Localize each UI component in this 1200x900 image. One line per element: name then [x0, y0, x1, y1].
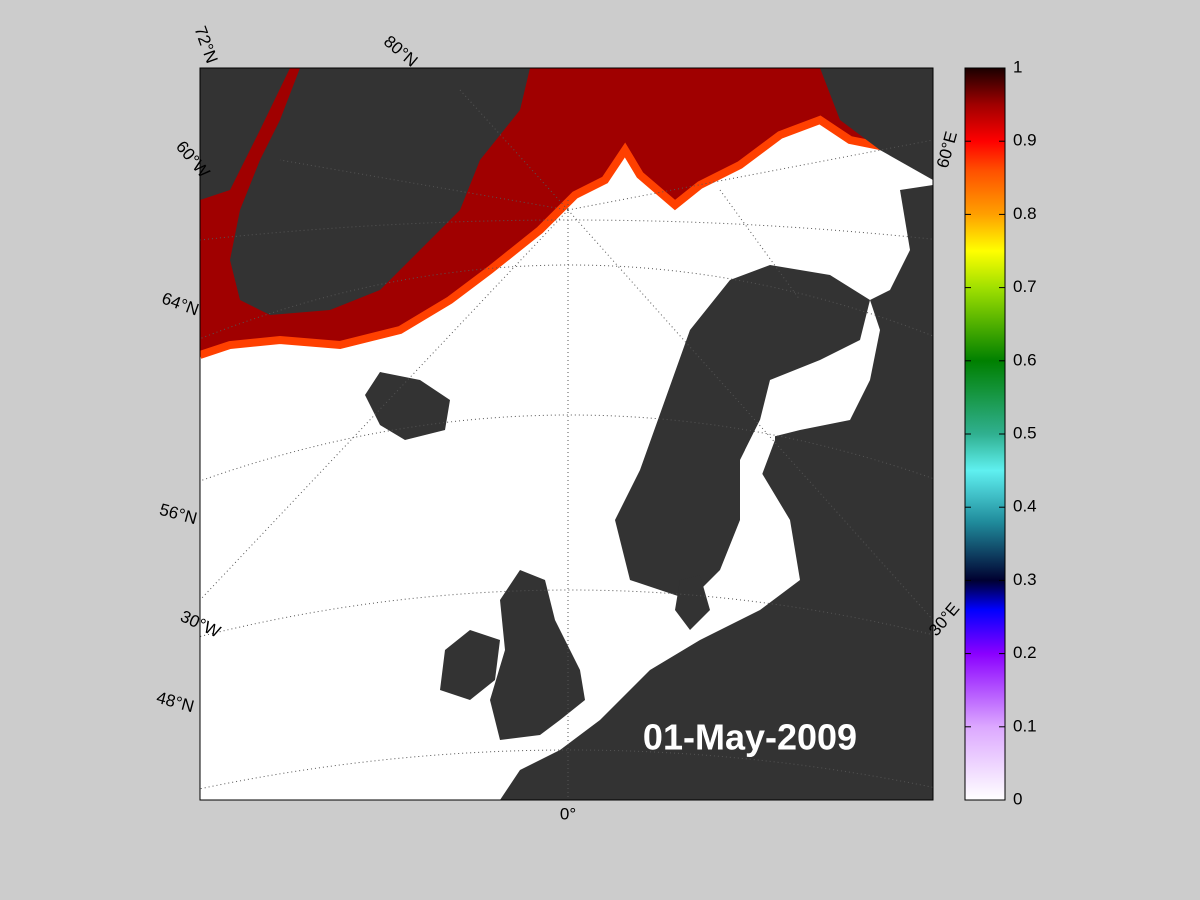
graticule-label: 72°N — [191, 24, 222, 66]
denmark — [675, 575, 710, 630]
graticule — [200, 589, 933, 638]
colorbar-tick-label: 0.1 — [1013, 716, 1037, 735]
colorbar-tick-label: 0.5 — [1013, 423, 1037, 442]
colorbar-tick-label: 0.4 — [1013, 497, 1037, 516]
graticule-label: 80°N — [380, 32, 421, 71]
gulf-of-bothnia — [745, 410, 775, 500]
graticule — [719, 189, 801, 301]
graticule — [200, 749, 933, 790]
europe — [500, 185, 933, 800]
graticule — [279, 159, 569, 211]
novaya-zemlya — [820, 68, 933, 180]
map — [200, 68, 933, 800]
colorbar-tick-label: 0.8 — [1013, 204, 1037, 223]
graticule — [200, 209, 569, 601]
colorbar-tick-label: 0.2 — [1013, 643, 1037, 662]
land — [200, 68, 290, 200]
colorbar-tick-label: 0.3 — [1013, 570, 1037, 589]
colorbar-tick-label: 0 — [1013, 789, 1022, 808]
graticule — [459, 89, 569, 211]
colorbar-tick-label: 0.7 — [1013, 277, 1037, 296]
map-frame — [199, 67, 934, 801]
colorbar-tick-label: 0.9 — [1013, 131, 1037, 150]
graticule — [200, 414, 933, 482]
colorbar — [964, 67, 1006, 801]
graticule-label: 64°N — [159, 289, 201, 320]
colorbar-tick-label: 1 — [1013, 57, 1022, 76]
graticule-label: 0° — [560, 804, 576, 823]
scandinavia — [615, 265, 870, 600]
graticule-label: 56°N — [157, 500, 199, 528]
greenland — [200, 68, 530, 315]
graticule-label: 48°N — [154, 688, 196, 716]
colorbar-tick-label: 0.6 — [1013, 350, 1037, 369]
ice-edge — [200, 115, 901, 359]
iceland — [365, 372, 450, 440]
ireland — [440, 630, 500, 700]
date-label: 01-May-2009 — [643, 717, 857, 758]
great-britain — [490, 570, 585, 740]
graticule-label: 60°E — [933, 129, 961, 170]
